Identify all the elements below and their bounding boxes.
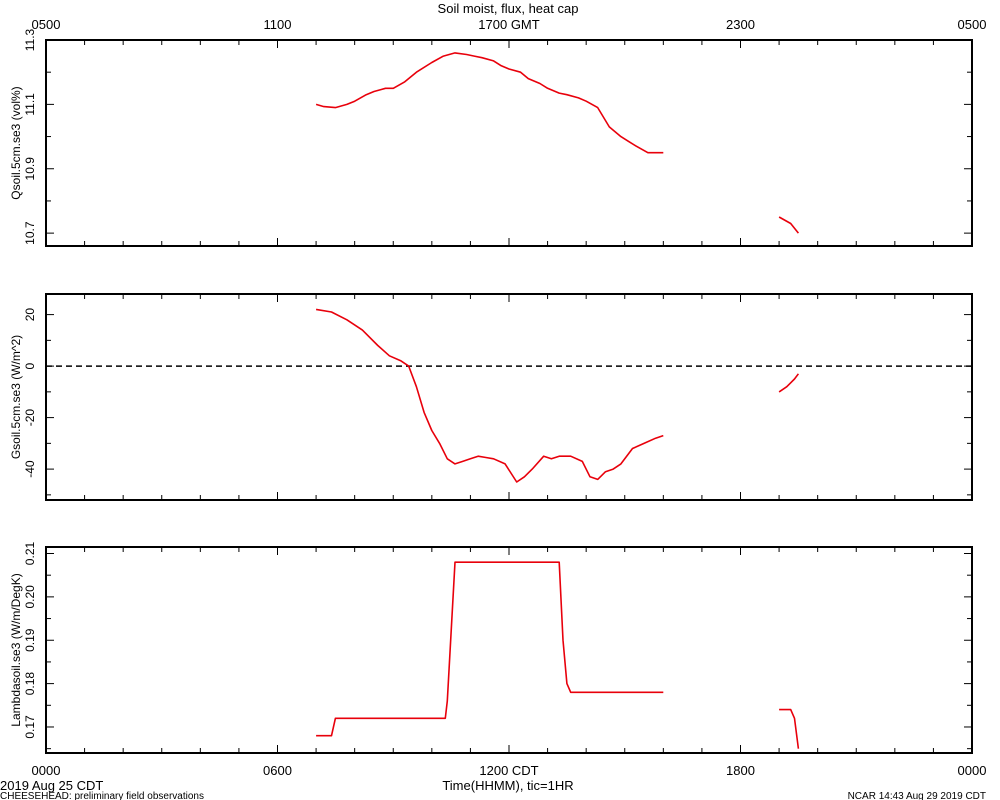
top-axis-tick-label: 1700 GMT: [478, 17, 539, 32]
plot-frame: [45, 546, 973, 754]
y-tick-label: -40: [23, 460, 37, 478]
bottom-axis-tick-labels: 0000 0600 1200 CDT 1800 0000: [32, 763, 987, 778]
chart-title: Soil moist, flux, heat cap: [438, 1, 579, 16]
y-axis-label: Gsoil.5cm.se3 (W/m^2): [9, 335, 23, 459]
y-tick-label: 11.3: [23, 28, 37, 51]
series-line-segment: [315, 308, 664, 483]
top-axis-tick-label: 2300: [726, 17, 755, 32]
y-tick-label: 0: [23, 362, 37, 369]
y-axis-label: Qsoil.5cm.se3 (vol%): [9, 86, 23, 199]
top-axis-tick-label: 1100: [264, 17, 292, 32]
bottom-axis-tick-label: 0000: [958, 763, 987, 778]
bottom-axis-tick-label: 1200 CDT: [479, 763, 538, 778]
y-tick-label: 20: [23, 308, 37, 322]
y-tick-label: 10.7: [23, 221, 37, 245]
y-tick-label: 0.17: [23, 715, 37, 739]
y-tick-label: 11.1: [23, 93, 37, 116]
x-axis-label: Time(HHMM), tic=1HR: [442, 778, 573, 793]
soil-moisture-panel: 10.7 10.9 11.1 11.3 Qsoil.5cm.se3 (vol%): [9, 28, 973, 247]
series-line-segment: [315, 52, 664, 154]
footer-right-note: NCAR 14:43 Aug 29 2019 CDT: [848, 791, 986, 800]
series-line-segment: [778, 373, 800, 393]
top-axis-tick-label: 0500: [32, 17, 61, 32]
bottom-axis-tick-label: 0600: [263, 763, 292, 778]
series-line-segment: [779, 708, 800, 749]
y-tick-label: -20: [23, 409, 37, 427]
plot-frame: [45, 39, 973, 247]
bottom-axis-tick-label: 0000: [32, 763, 61, 778]
footer-left-note: CHEESEHEAD: preliminary field observatio…: [0, 791, 204, 800]
date-label: 2019 Aug 25 CDT: [0, 778, 103, 793]
y-tick-label: 0.21: [23, 542, 37, 566]
y-tick-label: 0.18: [23, 672, 37, 696]
series-line-segment: [778, 216, 800, 234]
bottom-axis-tick-label: 1800: [726, 763, 755, 778]
y-tick-label: 10.9: [23, 157, 37, 181]
y-tick-label: 0.20: [23, 585, 37, 609]
y-axis-label: Lambdasoil.se3 (W/m/DegK): [9, 573, 23, 726]
top-axis-tick-label: 0500: [958, 17, 987, 32]
y-tick-label: 0.19: [23, 628, 37, 652]
top-axis-tick-labels: 0500 1100 1700 GMT 2300 0500: [32, 17, 987, 32]
series-line-segment: [316, 561, 664, 737]
